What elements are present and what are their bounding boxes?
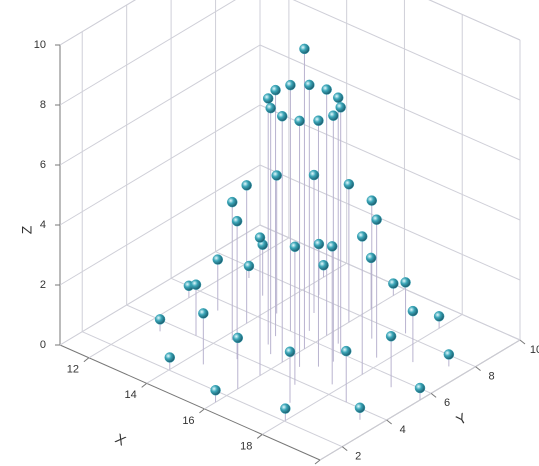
point (313, 115, 324, 126)
grid-line (170, 277, 432, 394)
y-tick-label: 2 (355, 451, 361, 463)
y-tick-label: 10 (530, 344, 539, 356)
x-axis-title: X (113, 430, 130, 449)
point (385, 330, 397, 342)
point (265, 102, 276, 114)
z-axis-title: Z (19, 225, 35, 234)
point (388, 278, 399, 289)
point (433, 311, 445, 322)
grid-line (215, 251, 476, 368)
point (262, 93, 274, 104)
z-tick-label: 6 (40, 159, 46, 171)
tick-mark (519, 339, 526, 345)
grid-line (259, 164, 521, 281)
axis-line (59, 344, 321, 461)
point (232, 332, 244, 344)
tick-mark (83, 357, 90, 363)
point (226, 196, 238, 208)
point (299, 43, 310, 55)
point (308, 169, 320, 181)
grid-line (59, 224, 261, 346)
grid-line (428, 0, 521, 41)
point (326, 241, 338, 252)
point (280, 403, 291, 414)
point (271, 170, 282, 181)
y-tick-label: 6 (444, 397, 450, 409)
tick-mark (314, 459, 321, 465)
drop-lines (159, 48, 450, 421)
axis-line (428, 0, 521, 41)
point (365, 252, 377, 264)
point (354, 402, 366, 414)
z-tick-label: 4 (40, 219, 46, 231)
point (304, 79, 315, 91)
point (154, 314, 166, 325)
point (371, 214, 382, 225)
point (332, 92, 344, 103)
point (231, 215, 243, 227)
point (366, 195, 378, 206)
grid-line (259, 44, 521, 161)
tick-mark (475, 366, 481, 372)
grid-line (59, 164, 261, 286)
z-tick-label: 0 (40, 339, 46, 351)
point (289, 241, 301, 252)
point (276, 110, 288, 122)
point (340, 345, 352, 357)
y-axis-title: Y (453, 409, 470, 428)
point (313, 238, 325, 250)
grid-line (59, 104, 261, 226)
tick-mark (341, 446, 348, 452)
x-tick-label: 14 (125, 389, 137, 401)
points (154, 43, 455, 414)
tick-mark (430, 392, 437, 398)
point (318, 259, 329, 271)
point (407, 305, 419, 317)
x-tick-label: 18 (240, 440, 252, 452)
tick-mark (386, 419, 392, 425)
point (254, 232, 266, 243)
point (198, 308, 209, 319)
point (443, 349, 455, 360)
grid-line (59, 0, 236, 106)
point (212, 254, 224, 265)
grid-line (292, 0, 521, 101)
point (414, 382, 426, 394)
tick-mark (256, 434, 263, 439)
x-tick-label: 16 (182, 415, 194, 427)
point (243, 260, 255, 272)
point (164, 352, 176, 363)
z-tick-label: 2 (40, 279, 46, 291)
x-tick-label: 12 (67, 364, 79, 376)
point (321, 84, 332, 95)
point (343, 178, 355, 190)
z-tick-label: 10 (34, 39, 46, 51)
tick-mark (199, 408, 205, 414)
point (335, 102, 346, 113)
point (210, 384, 221, 396)
grid-line (59, 0, 136, 46)
point (328, 110, 339, 121)
point (400, 277, 411, 288)
point (270, 84, 281, 96)
point (294, 115, 305, 127)
grid-line (59, 44, 261, 166)
point (284, 346, 296, 357)
axis-line (59, 0, 136, 46)
point (190, 279, 202, 290)
grid-line (126, 304, 387, 421)
y-tick-label: 4 (400, 424, 406, 436)
point (241, 180, 252, 191)
labels: 12141618202468100246810XYZ (19, 39, 539, 466)
point (356, 231, 368, 242)
point (285, 79, 296, 91)
z-tick-label: 8 (40, 99, 46, 111)
tick-mark (141, 382, 147, 388)
y-tick-label: 8 (488, 371, 494, 383)
